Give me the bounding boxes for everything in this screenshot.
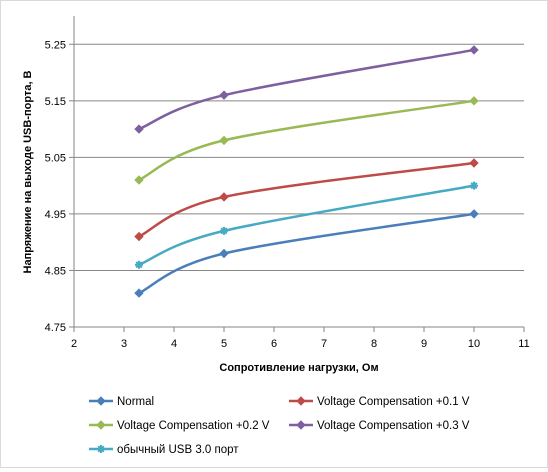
x-tick-label: 4 <box>171 338 177 350</box>
data-point <box>219 135 229 146</box>
series-line <box>138 99 475 182</box>
legend-label: Voltage Compensation +0.1 V <box>317 396 470 408</box>
x-tick-label: 9 <box>421 338 427 350</box>
series-1 <box>134 209 479 298</box>
legend: Normal Voltage Compensation +0.1 V Voltage… <box>89 396 470 456</box>
y-axis-title: Напряжение на выходе USB-порта, В <box>22 70 34 273</box>
y-tick-label: 4.85 <box>45 265 66 277</box>
gridlines <box>74 43 524 271</box>
y-tick-label: 5.15 <box>45 96 66 108</box>
series-line <box>138 184 475 266</box>
series-line <box>138 212 475 295</box>
data-point <box>219 248 229 259</box>
x-tick-label: 11 <box>518 338 529 350</box>
x-tick-label: 7 <box>321 338 327 350</box>
legend-label: Voltage Compensation +0.2 V <box>117 420 270 432</box>
legend-label: обычный USB 3.0 порт <box>117 444 239 456</box>
data-point <box>220 226 228 235</box>
series-5 <box>135 181 478 269</box>
x-tick-label: 8 <box>371 338 377 350</box>
legend-swatch-marker <box>296 420 306 430</box>
series-2 <box>134 158 479 242</box>
legend-label: Normal <box>117 396 154 408</box>
legend-item: Voltage Compensation +0.3 V <box>289 420 470 432</box>
x-tick-label: 3 <box>121 338 127 350</box>
y-tick-label: 5.05 <box>45 152 66 164</box>
x-tick-label: 2 <box>71 338 77 350</box>
legend-swatch-marker <box>296 396 306 406</box>
legend-swatch-marker <box>96 420 106 430</box>
series-line <box>138 161 475 238</box>
data-point <box>135 260 143 269</box>
legend-item: Voltage Compensation +0.1 V <box>289 396 470 408</box>
data-point <box>134 231 144 242</box>
data-point <box>219 192 229 202</box>
data-point <box>134 124 144 134</box>
x-axis-title: Сопротивление нагрузки, Ом <box>219 362 378 374</box>
legend-label: Voltage Compensation +0.3 V <box>317 420 470 432</box>
y-tick-label: 4.95 <box>45 209 66 221</box>
y-tick-label: 5.25 <box>45 39 66 51</box>
legend-swatch-marker <box>96 396 106 406</box>
data-point <box>470 181 478 190</box>
series-3 <box>134 96 479 185</box>
legend-item: Normal <box>89 396 154 408</box>
data-point <box>469 45 479 55</box>
data-point <box>134 288 144 298</box>
axis-ticks: 4.75 4.85 4.95 5.05 5.15 5.25 2 3 4 5 6 7 8 9 10 11 <box>45 39 530 350</box>
data-point <box>469 209 479 219</box>
x-tick-label: 10 <box>468 338 480 350</box>
y-tick-label: 4.75 <box>45 322 66 334</box>
x-tick-label: 5 <box>221 338 227 350</box>
legend-swatch-marker <box>97 445 105 453</box>
data-point <box>469 96 479 106</box>
data-point <box>134 175 144 185</box>
series-line <box>138 48 475 131</box>
legend-item: обычный USB 3.0 порт <box>89 444 239 456</box>
legend-item: Voltage Compensation +0.2 V <box>89 420 270 432</box>
data-point <box>219 90 229 100</box>
x-tick-label: 6 <box>271 338 277 350</box>
series <box>134 45 479 298</box>
series-4 <box>134 45 479 134</box>
data-point <box>469 158 479 168</box>
